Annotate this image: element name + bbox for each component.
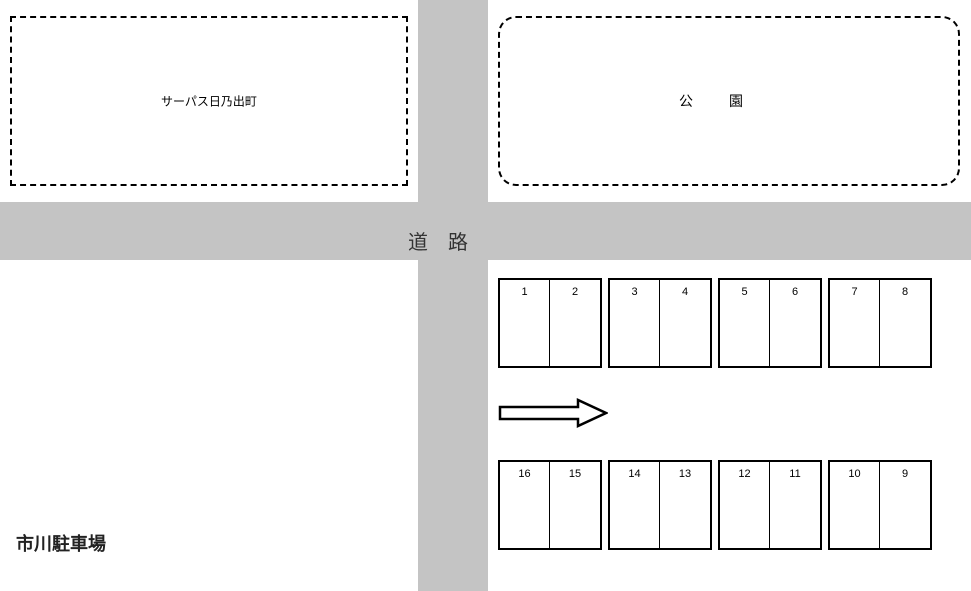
- parking-pair: 12 11: [718, 460, 822, 550]
- parking-slot: 13: [660, 462, 710, 548]
- parking-slot: 16: [500, 462, 550, 548]
- parking-pair: 1 2: [498, 278, 602, 368]
- building-right-label: 公園: [679, 91, 779, 111]
- parking-row-bottom: 16 15 14 13 12 11 10 9: [498, 460, 932, 550]
- parking-slot: 14: [610, 462, 660, 548]
- parking-slot: 12: [720, 462, 770, 548]
- parking-row-top: 1 2 3 4 5 6 7 8: [498, 278, 932, 368]
- parking-pair: 7 8: [828, 278, 932, 368]
- building-right-park: 公園: [498, 16, 960, 186]
- parking-pair: 16 15: [498, 460, 602, 550]
- parking-slot: 5: [720, 280, 770, 366]
- parking-pair: 14 13: [608, 460, 712, 550]
- parking-slot: 11: [770, 462, 820, 548]
- parking-slot: 8: [880, 280, 930, 366]
- parking-slot: 3: [610, 280, 660, 366]
- building-left-label: サーパス日乃出町: [161, 93, 257, 110]
- parking-slot: 1: [500, 280, 550, 366]
- parking-slot: 10: [830, 462, 880, 548]
- parking-slot: 9: [880, 462, 930, 548]
- parking-slot: 7: [830, 280, 880, 366]
- parking-pair: 5 6: [718, 278, 822, 368]
- parking-lot-title: 市川駐車場: [16, 530, 106, 556]
- direction-arrow-icon: [498, 398, 608, 428]
- road-vertical: [418, 0, 488, 591]
- parking-pair: 3 4: [608, 278, 712, 368]
- parking-slot: 6: [770, 280, 820, 366]
- building-left: サーパス日乃出町: [10, 16, 408, 186]
- road-label: 道路: [408, 226, 488, 255]
- parking-slot: 2: [550, 280, 600, 366]
- parking-slot: 4: [660, 280, 710, 366]
- parking-slot: 15: [550, 462, 600, 548]
- parking-pair: 10 9: [828, 460, 932, 550]
